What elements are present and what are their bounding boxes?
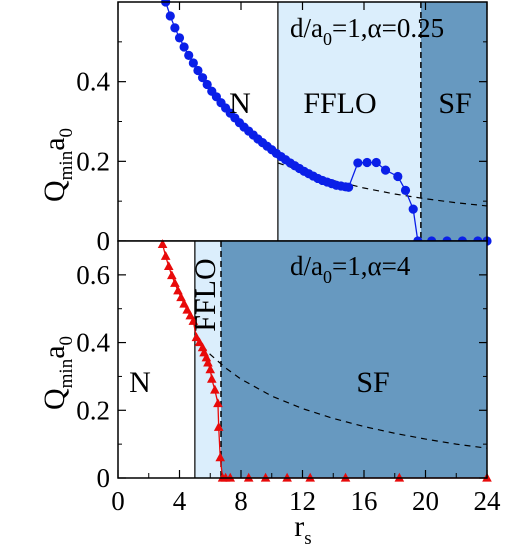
- data-point: [260, 472, 271, 482]
- data-point: [157, 239, 168, 248]
- x-tick-label: 0: [111, 486, 125, 516]
- x-tick-label: 4: [173, 486, 187, 516]
- x-tick-label: 16: [351, 486, 378, 516]
- x-tick-label: 24: [474, 486, 502, 516]
- y-tick-label: 0: [97, 463, 111, 493]
- data-point: [213, 422, 224, 431]
- y-tick-label: 0.4: [76, 328, 110, 358]
- y-axis-label-text-bottom: Qmina0: [38, 336, 77, 410]
- y-axis-label-text-top: Qmina0: [38, 128, 77, 202]
- y-tick-label: 0.2: [76, 395, 110, 425]
- region-fflo: [277, 2, 421, 241]
- data-point: [215, 452, 226, 462]
- data-point: [394, 472, 405, 482]
- data-point: [188, 316, 199, 325]
- data-point: [203, 357, 213, 367]
- region-label-sf: SF: [438, 87, 471, 120]
- data-point: [165, 11, 175, 21]
- y-tick-label: 0.2: [76, 146, 110, 176]
- bottom-panel: N FFLO SF d/a0=1,α=4 0 0.2 0.4 0.6: [76, 239, 492, 493]
- data-point: [176, 292, 186, 302]
- data-point: [174, 33, 185, 43]
- data-point: [353, 158, 363, 168]
- dashed-curve: [194, 337, 488, 449]
- region-sf: [221, 241, 487, 478]
- data-point: [400, 185, 411, 196]
- panel-annotation: d/a0=1,α=4: [290, 251, 411, 287]
- data-point: [305, 472, 315, 482]
- y-tick-label: 0: [97, 226, 111, 256]
- region-label-n: N: [129, 366, 151, 399]
- data-point: [160, 251, 171, 260]
- data-point: [197, 73, 208, 83]
- data-point: [170, 23, 180, 33]
- data-point: [340, 472, 351, 482]
- panel-annotation: d/a0=1,α=0.25: [290, 13, 444, 49]
- data-point: [408, 204, 418, 214]
- data-point: [193, 65, 203, 76]
- x-tick-label: 20: [412, 486, 439, 516]
- data-point: [213, 398, 223, 408]
- region-n: [118, 2, 278, 241]
- data-point: [188, 58, 198, 68]
- data-point: [179, 298, 189, 308]
- data-point: [167, 270, 177, 280]
- y-axis-label-top: Qmina0: [38, 128, 77, 202]
- data-point: [243, 472, 254, 482]
- top-panel: N FFLO SF d/a0=1,α=0.25 0 0.2 0.4: [76, 0, 492, 256]
- data-point: [185, 310, 196, 320]
- data-point: [202, 79, 212, 90]
- data-point: [205, 364, 216, 374]
- data-point: [170, 278, 180, 287]
- x-axis-label: rs: [294, 510, 311, 549]
- region-n: [118, 241, 195, 478]
- data-point: [179, 42, 189, 52]
- y-axis-label-bottom: Qmina0: [38, 336, 77, 410]
- data-point: [173, 285, 183, 295]
- data-point: [380, 165, 391, 175]
- data-point: [163, 261, 174, 270]
- data-point: [344, 182, 354, 192]
- data-point: [184, 50, 194, 60]
- region-label-fflo: FFLO: [189, 258, 222, 331]
- region-label-n: N: [229, 87, 251, 120]
- y-tick-label: 0.4: [76, 67, 110, 97]
- data-point: [182, 304, 192, 314]
- x-axis: 0 4 8 12 16 20 24: [111, 2, 501, 516]
- data-point: [197, 342, 208, 352]
- data-point: [201, 352, 212, 362]
- x-tick-label: 8: [234, 486, 248, 516]
- y-tick-label: 0.6: [76, 260, 110, 290]
- data-point: [393, 171, 403, 182]
- dashed-curve: [277, 162, 488, 207]
- region-label-fflo: FFLO: [303, 87, 376, 120]
- data-point: [210, 384, 220, 394]
- x-tick-label: 12: [289, 486, 316, 516]
- data-point: [206, 373, 217, 383]
- data-point: [225, 472, 236, 482]
- data-point: [371, 157, 381, 168]
- region-sf: [420, 2, 487, 241]
- region-label-sf: SF: [356, 366, 389, 399]
- data-point: [362, 157, 372, 168]
- data-point: [282, 472, 292, 482]
